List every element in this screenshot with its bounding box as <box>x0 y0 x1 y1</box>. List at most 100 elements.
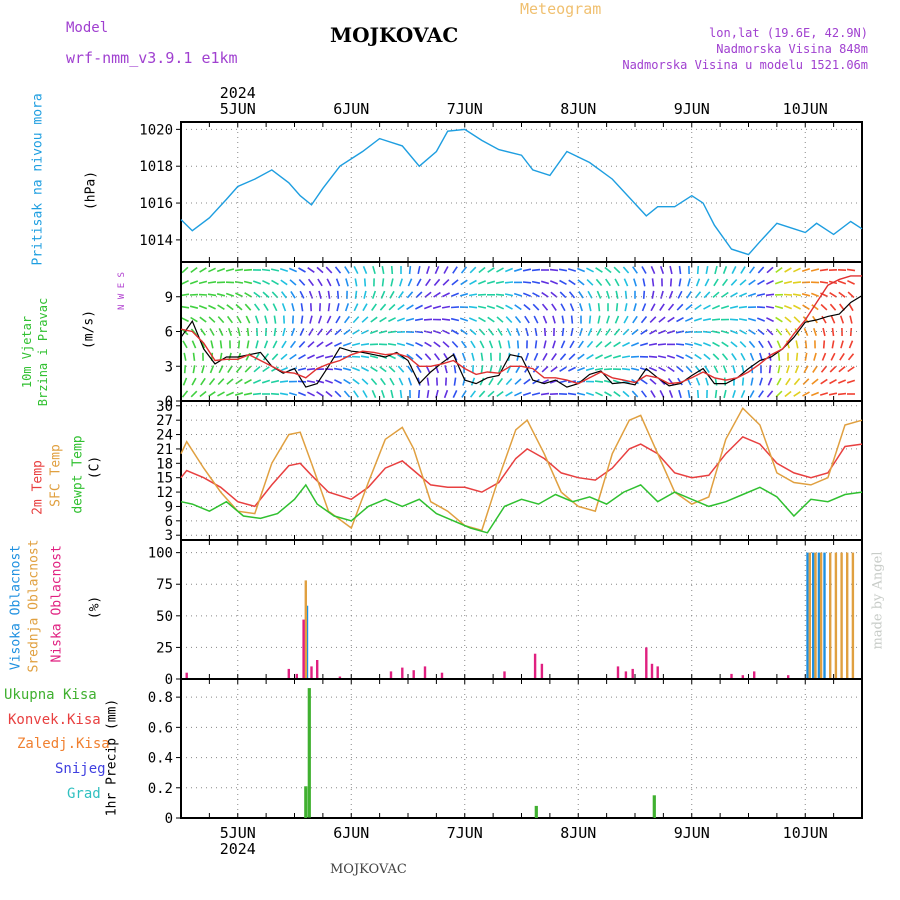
wind-arrow <box>721 291 729 298</box>
wind-arrow <box>271 279 279 286</box>
wind-arrow <box>650 265 656 275</box>
wind-arrow <box>829 292 837 298</box>
wind-arrow <box>677 377 683 386</box>
wind-arrow <box>615 290 619 299</box>
ytick-label: 0 <box>165 394 173 410</box>
wind-arrow <box>226 378 234 385</box>
wind-arrow <box>713 278 719 287</box>
wind-arrow <box>828 392 838 396</box>
wind-arrow <box>567 392 577 396</box>
wind-arrow <box>612 354 622 359</box>
wind-arrow <box>640 315 648 324</box>
wind-arrow <box>740 266 746 274</box>
wind-arrow <box>478 316 486 323</box>
wind-arrow <box>704 278 710 287</box>
ytick-label: 18 <box>156 456 173 472</box>
wind-arrow <box>469 390 477 398</box>
wind-arrow <box>685 354 693 360</box>
wind-arrow <box>533 352 539 361</box>
wind-arrow <box>506 328 512 336</box>
wind-arrow <box>838 291 846 298</box>
wind-arrow <box>406 291 414 299</box>
wind-arrow <box>344 266 350 274</box>
wind-arrow <box>325 379 333 384</box>
wind-arrow <box>784 390 792 398</box>
legend-hail: Grad <box>67 786 101 802</box>
wind-arrows <box>180 265 856 399</box>
wind-arrow <box>442 341 450 348</box>
wind-arrow <box>576 267 586 273</box>
wind-arrow <box>605 278 611 287</box>
wind-arrow <box>741 365 745 374</box>
wind-arrow <box>271 353 279 361</box>
wind-arrow <box>586 354 594 360</box>
wind-arrow <box>289 353 297 360</box>
wind-arrow <box>516 340 520 349</box>
low-cloud-bar <box>533 653 537 679</box>
wind-arrow <box>217 304 225 310</box>
wind-arrow <box>326 278 332 287</box>
wind-arrow <box>190 390 198 398</box>
wind-arrow <box>235 303 243 311</box>
ytick-label: 0.2 <box>148 781 173 797</box>
wind-arrow <box>504 281 514 284</box>
wind-arrow <box>738 318 748 322</box>
wind-arrow <box>477 293 487 296</box>
wind-arrow <box>470 340 476 349</box>
wind-arrow <box>470 377 476 386</box>
wind-arrow <box>523 303 531 311</box>
wind-arrow <box>453 377 457 386</box>
wind-arrow <box>766 317 774 323</box>
wind-arrow <box>226 315 234 324</box>
wind-arrow <box>588 315 592 324</box>
wind-arrow <box>433 353 441 361</box>
wind-arrow <box>811 304 819 311</box>
wind-arrow <box>514 304 522 311</box>
wind-arrow <box>434 265 440 275</box>
low-cloud-bar <box>302 619 305 679</box>
wind-arrow <box>210 340 214 349</box>
wind-arrow <box>460 340 468 349</box>
wind-arrow <box>208 304 216 310</box>
wind-arrow <box>234 268 244 272</box>
date-label-top: 10JUN <box>783 100 828 118</box>
wind-arrow <box>207 293 217 297</box>
wind-arrow <box>675 343 685 346</box>
wind-arrow <box>246 340 250 349</box>
wind-arrow <box>740 352 746 361</box>
wind-arrow <box>558 379 568 384</box>
mid-cloud-bar <box>819 552 823 679</box>
wind-arrow <box>585 391 595 397</box>
wind-arrow <box>585 367 595 372</box>
wind-arrow <box>838 365 846 373</box>
wind-arrow <box>381 278 385 287</box>
wind-arrow <box>306 367 316 371</box>
wind-arrow <box>839 352 845 361</box>
wind-arrow <box>594 367 604 371</box>
wind-arrow <box>722 266 728 274</box>
wind-arrow <box>200 328 206 336</box>
wind-arrow <box>478 266 486 274</box>
wind-arrow <box>669 278 673 287</box>
wind-arrow <box>696 389 700 399</box>
wind-arrow <box>594 380 604 383</box>
wind-arrow <box>560 303 566 312</box>
wind-arrow <box>793 267 801 273</box>
wind-arrow <box>570 315 574 324</box>
ytick-label: 3 <box>165 359 173 375</box>
wind-arrow <box>712 341 720 348</box>
wind-arrow <box>497 328 503 336</box>
mid-cloud-bar <box>814 552 817 679</box>
ytick-label: 21 <box>156 442 173 458</box>
wind-arrow <box>675 354 685 360</box>
wind-arrow <box>605 328 611 336</box>
wind-arrow <box>622 266 630 274</box>
wind-arrow <box>441 305 451 309</box>
wind-arrow <box>252 392 262 396</box>
wind-arrow <box>307 391 315 397</box>
high-cloud-bar <box>823 552 826 679</box>
total-rain-bar <box>304 786 308 818</box>
wind-arrow <box>730 292 738 298</box>
wind-arrow <box>758 390 764 398</box>
wind-arrow <box>469 328 477 336</box>
